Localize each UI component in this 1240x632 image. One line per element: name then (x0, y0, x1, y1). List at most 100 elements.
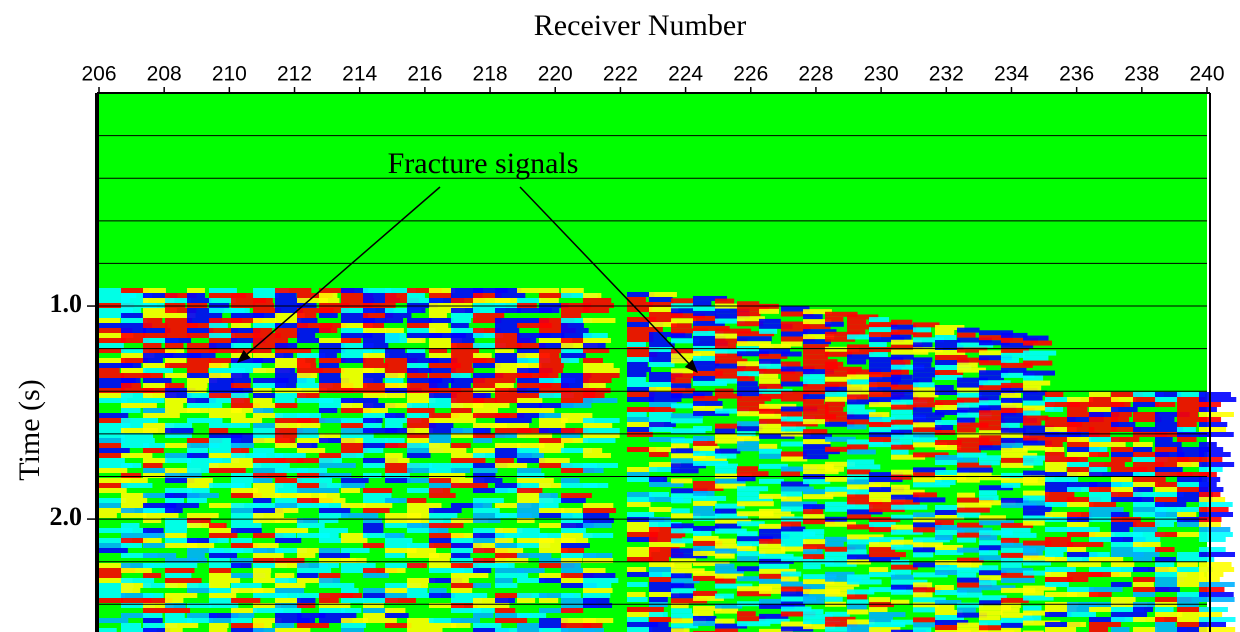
texture (473, 448, 495, 453)
texture (231, 563, 252, 568)
x-tick-label: 226 (733, 63, 768, 86)
texture (143, 358, 163, 363)
texture (539, 503, 559, 508)
texture (495, 598, 515, 603)
texture (539, 423, 565, 428)
texture (1177, 462, 1202, 467)
texture (1111, 477, 1132, 482)
texture (957, 428, 976, 433)
texture (341, 483, 365, 488)
texture (517, 623, 540, 628)
texture (957, 328, 980, 333)
texture (319, 473, 351, 478)
texture (319, 373, 340, 378)
texture (759, 379, 780, 384)
texture (913, 627, 931, 632)
texture (1199, 587, 1224, 592)
texture (275, 628, 310, 632)
texture (913, 547, 936, 552)
texture (121, 403, 157, 408)
texture (913, 332, 932, 337)
texture (495, 533, 520, 538)
texture (407, 453, 431, 458)
texture (627, 502, 651, 507)
texture (803, 379, 825, 384)
texture (231, 538, 252, 543)
texture (1045, 502, 1069, 507)
texture (363, 323, 384, 328)
texture (715, 469, 736, 474)
texture (803, 514, 825, 519)
texture (1133, 492, 1156, 497)
texture (473, 503, 492, 508)
texture (165, 373, 190, 378)
texture (143, 288, 166, 293)
texture (539, 578, 561, 583)
texture (561, 403, 591, 408)
x-tick-label: 238 (1124, 63, 1159, 86)
texture (715, 619, 735, 624)
texture (671, 588, 696, 593)
texture (1111, 417, 1129, 422)
texture (891, 440, 912, 445)
texture (583, 423, 612, 428)
texture (143, 378, 172, 383)
texture (253, 313, 277, 318)
texture (341, 628, 364, 632)
texture (451, 373, 471, 378)
texture (935, 535, 953, 540)
texture (363, 523, 383, 528)
texture (473, 498, 504, 503)
texture (1089, 502, 1116, 507)
texture (869, 597, 890, 602)
texture (781, 537, 805, 542)
texture (253, 473, 287, 478)
texture (1023, 351, 1056, 356)
texture (187, 288, 205, 293)
texture (583, 418, 620, 423)
texture (913, 592, 933, 597)
texture (1045, 477, 1078, 482)
texture (803, 399, 824, 404)
texture (891, 410, 912, 415)
texture (319, 538, 342, 543)
texture (979, 620, 1003, 625)
texture (121, 578, 154, 583)
texture (847, 319, 866, 324)
texture (231, 383, 251, 388)
texture (803, 564, 821, 569)
texture (231, 443, 254, 448)
texture (1199, 507, 1229, 512)
texture (847, 329, 865, 334)
texture (561, 608, 583, 613)
texture (165, 358, 186, 363)
texture (99, 318, 120, 323)
texture (759, 564, 789, 569)
texture (473, 403, 509, 408)
texture (759, 329, 777, 334)
texture (1155, 547, 1175, 552)
texture (1045, 467, 1066, 472)
texture (209, 428, 228, 433)
texture (1199, 427, 1226, 432)
texture (1067, 437, 1091, 442)
texture (847, 469, 870, 474)
texture (517, 363, 541, 368)
texture (143, 443, 166, 448)
texture (209, 363, 229, 368)
texture (165, 603, 186, 608)
texture (539, 458, 570, 463)
texture (319, 343, 345, 348)
texture (1023, 376, 1043, 381)
texture (341, 588, 359, 593)
texture (671, 358, 692, 363)
texture (143, 323, 167, 328)
texture (913, 392, 939, 397)
texture (121, 623, 141, 628)
texture (979, 580, 997, 585)
texture (297, 598, 315, 603)
texture (341, 598, 364, 603)
texture (517, 398, 542, 403)
texture (913, 432, 935, 437)
texture (407, 373, 428, 378)
